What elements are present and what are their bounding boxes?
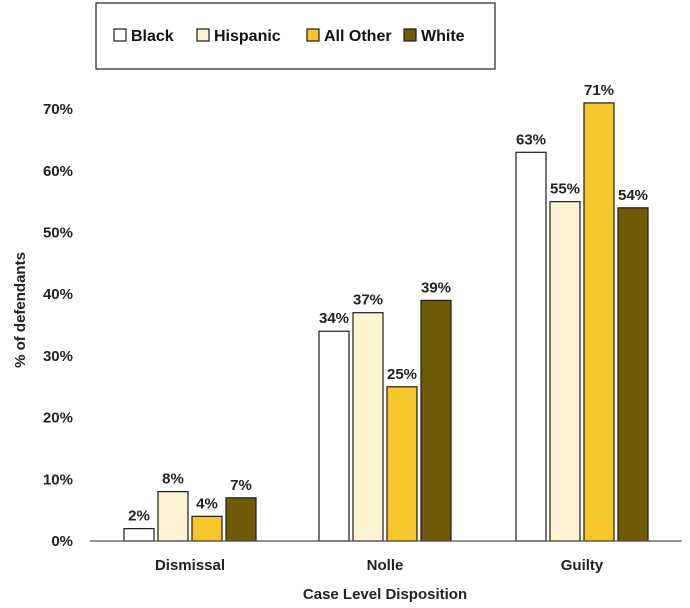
legend-label: All Other (324, 28, 392, 45)
bar (420, 299, 452, 542)
legend-label: White (421, 28, 465, 45)
y-tick-label: 20% (43, 410, 73, 427)
data-label: 54% (618, 187, 648, 204)
bar (123, 528, 155, 542)
y-axis-title: % of defendants (12, 252, 29, 368)
x-axis: Dismissal Nolle Guilty (90, 540, 682, 574)
bar (583, 102, 615, 542)
y-tick-label: 60% (43, 163, 73, 180)
y-tick-label: 50% (43, 225, 73, 242)
legend-swatch (113, 28, 127, 42)
bar (225, 497, 257, 542)
data-label: 37% (353, 292, 383, 309)
data-label: 7% (230, 477, 252, 494)
legend-box (95, 2, 496, 70)
legend: Black Hispanic All Other White (95, 2, 496, 70)
legend-swatch (196, 28, 210, 42)
legend-swatch (403, 28, 417, 42)
bar (318, 330, 350, 542)
y-tick-label: 40% (43, 286, 73, 303)
data-label: 63% (516, 131, 546, 148)
y-tick-label: 10% (43, 471, 73, 488)
bar (515, 151, 547, 542)
x-tick-label: Guilty (561, 557, 604, 574)
data-label: 34% (319, 310, 349, 327)
legend-label: Hispanic (214, 28, 281, 45)
bar (617, 207, 649, 542)
y-tick-label: 70% (43, 101, 73, 118)
y-axis: 0% 10% 20% 30% 40% 50% 60% 70% (43, 101, 73, 550)
data-label: 4% (196, 495, 218, 512)
x-tick-label: Dismissal (155, 557, 225, 574)
bar (549, 201, 581, 542)
data-label: 71% (584, 82, 614, 99)
x-axis-title: Case Level Disposition (303, 586, 467, 603)
data-label: 25% (387, 366, 417, 383)
bar (386, 386, 418, 542)
bars (123, 102, 649, 542)
data-label: 39% (421, 279, 451, 296)
bar (352, 312, 384, 542)
bar (191, 515, 223, 542)
x-tick-label: Nolle (367, 557, 404, 574)
data-label: 55% (550, 181, 580, 198)
legend-label: Black (131, 28, 174, 45)
data-labels: 2% 8% 4% 7% 34%37% 25% 39% 63% 55% 71% 54% (128, 82, 648, 525)
data-label: 8% (162, 471, 184, 488)
y-tick-label: 0% (51, 533, 73, 550)
legend-swatch (306, 28, 320, 42)
bar (157, 491, 189, 542)
data-label: 2% (128, 508, 150, 525)
y-tick-label: 30% (43, 348, 73, 365)
